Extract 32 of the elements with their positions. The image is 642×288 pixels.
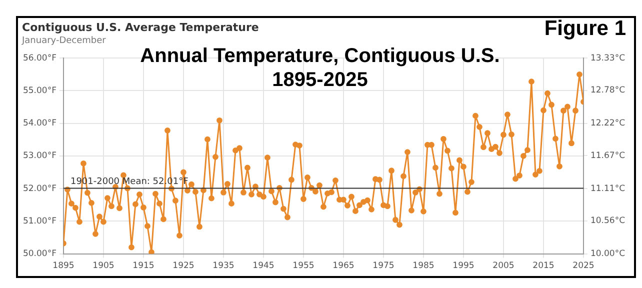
x-tick-label: 1905 <box>92 261 114 272</box>
y-tick-label: 52.00°F <box>22 184 57 194</box>
x-tick-label: 2005 <box>492 261 514 272</box>
x-tick-label: 1935 <box>212 261 234 272</box>
chart-title: Annual Temperature, Contiguous U.S. 1895-2025 <box>140 45 500 91</box>
y2-tick-label: 11.11°C <box>590 184 626 194</box>
x-tick-label: 1995 <box>452 261 474 272</box>
x-tick-label: 2015 <box>532 261 554 272</box>
x-tick-label: 1925 <box>172 261 194 272</box>
y2-tick-label: 12.22°C <box>590 118 626 129</box>
y-tick-label: 50.00°F <box>22 249 57 260</box>
y2-tick-label: 12.78°C <box>590 86 626 96</box>
y2-tick-label: 11.67°C <box>590 150 626 161</box>
y-tick-label: 56.00°F <box>22 53 57 64</box>
x-tick-label: 1975 <box>372 261 394 272</box>
x-tick-label: 1955 <box>292 261 314 272</box>
y2-tick-label: 10.56°C <box>590 216 626 226</box>
y-tick-label: 51.00°F <box>22 216 57 226</box>
y-tick-label: 54.00°F <box>22 118 57 129</box>
text: January-December <box>22 36 106 46</box>
y2-tick-label: 10.00°C <box>590 249 626 260</box>
y-tick-label: 53.00°F <box>22 151 57 162</box>
x-tick-label: 1965 <box>332 261 354 272</box>
x-tick-label: 1985 <box>412 261 434 272</box>
x-tick-label: 1915 <box>132 261 154 272</box>
x-tick-label: 1945 <box>252 261 274 272</box>
x-tick-label: 1895 <box>52 261 74 272</box>
caption: Figure 1 <box>544 17 626 41</box>
y2-tick-label: 13.33°C <box>590 53 626 64</box>
y-tick-label: 55.00°F <box>22 86 57 96</box>
chart-subtitle: Contiguous U.S. Average Temperature <box>22 21 259 34</box>
x-tick-label: 2025 <box>572 261 594 272</box>
